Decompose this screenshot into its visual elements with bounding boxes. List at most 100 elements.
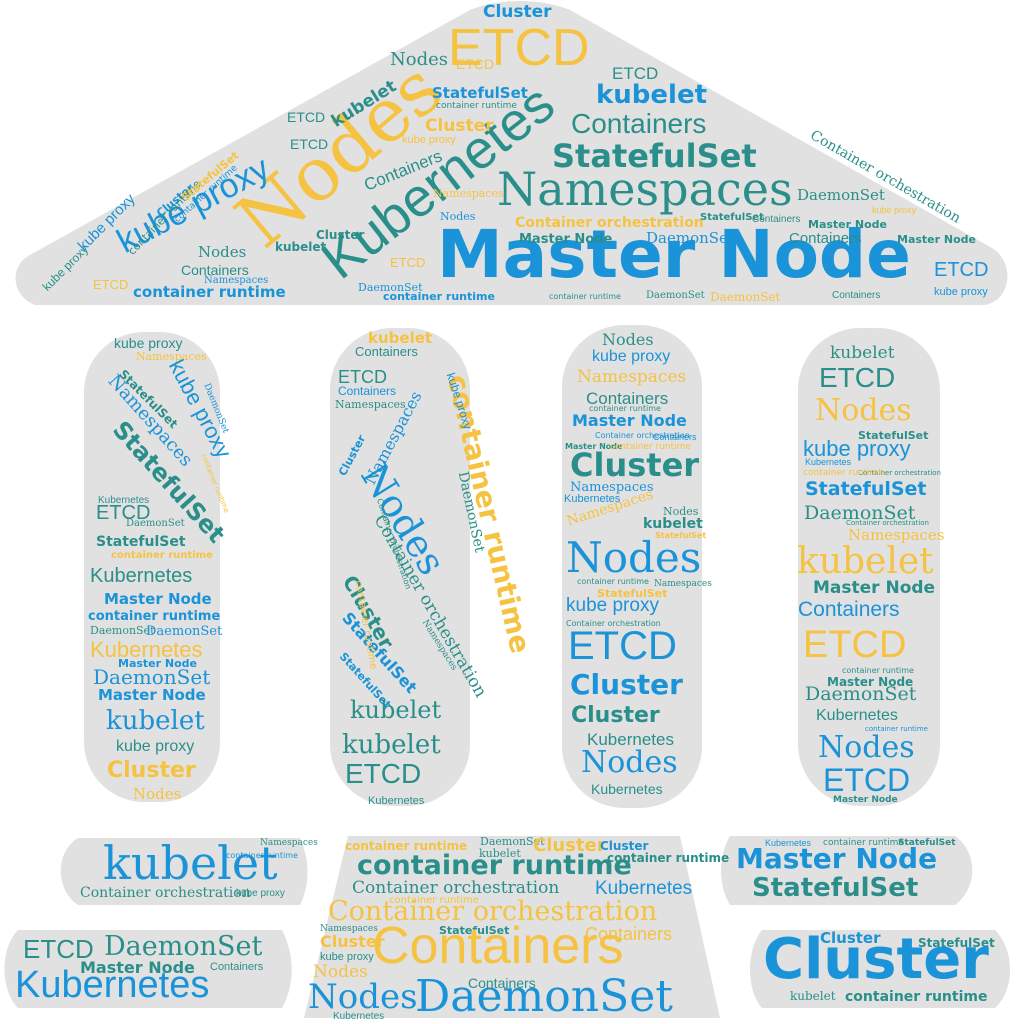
word-kubernetes: Kubernetes <box>816 707 898 724</box>
word-master-node: Master Node <box>736 842 938 875</box>
word-statefulset: StatefulSet <box>552 137 757 175</box>
word-container-runtime: container runtime <box>842 666 914 675</box>
word-namespaces: Namespaces <box>497 162 793 216</box>
word-nodes: Nodes <box>313 962 368 982</box>
word-kube-proxy: kube proxy <box>320 951 374 963</box>
column-4 <box>798 328 940 806</box>
word-kube-proxy: kube proxy <box>592 348 671 365</box>
word-etcd: ETCD <box>568 624 677 668</box>
word-container-orchestration: Container orchestration <box>515 215 704 231</box>
word-etcd: ETCD <box>287 109 326 125</box>
word-container-runtime: container runtime <box>133 283 286 301</box>
word-containers: Containers <box>210 961 264 973</box>
word-kubernetes: Kubernetes <box>765 838 812 848</box>
base-left-top <box>60 838 308 905</box>
word-cluster: Cluster <box>763 927 989 992</box>
word-cluster: Cluster <box>316 228 365 242</box>
word-container-orchestration: Container orchestration <box>80 885 251 901</box>
roof-shape <box>15 1 1008 305</box>
word-kubernetes: Kubernetes <box>564 493 621 505</box>
word-daemonset: DaemonSet <box>415 971 673 1022</box>
word-cluster: Cluster <box>483 2 552 22</box>
word-kubelet: kubelet <box>797 541 934 582</box>
word-kubelet: kubelet <box>350 696 442 724</box>
word-containers: Containers <box>789 230 862 247</box>
word-statefulset: StatefulSet <box>752 873 919 903</box>
word-statefulset: StatefulSet <box>858 429 929 442</box>
word-container-runtime: container runtime <box>549 292 621 301</box>
word-daemonset: DaemonSet <box>104 931 263 962</box>
word-daemonset: DaemonSet <box>646 229 734 247</box>
word-kube-proxy: kube proxy <box>803 436 911 461</box>
word-containers: Containers <box>372 917 624 975</box>
word-daemonset: DaemonSet <box>358 281 423 294</box>
word-statefulset: StatefulSet <box>655 531 707 540</box>
word-nodes: Nodes <box>566 533 702 582</box>
word-kubelet: kubelet <box>342 730 441 760</box>
word-kubernetes: Kubernetes <box>368 795 425 807</box>
base-center <box>304 836 720 1018</box>
word-nodes: Nodes <box>308 977 418 1017</box>
word-master-node: Master Node <box>118 657 197 670</box>
word-kube-proxy: kube proxy <box>116 738 195 755</box>
word-kube-proxy: kube proxy <box>934 286 988 298</box>
word-kubernetes: Kubernetes <box>587 730 674 749</box>
word-namespaces: Namespaces <box>848 526 945 544</box>
word-containers: Containers <box>653 432 697 442</box>
word-daemonset: DaemonSet <box>710 290 781 304</box>
word-kubelet: kubelet <box>596 80 708 110</box>
column-2 <box>330 328 470 806</box>
word-master-node: Master Node <box>437 216 911 293</box>
word-etcd: ETCD <box>448 19 590 77</box>
word-daemonset: DaemonSet <box>146 624 223 639</box>
word-namespaces: Namespaces <box>433 187 504 200</box>
base-right-top <box>721 836 973 905</box>
word-nodes: Nodes <box>198 243 247 261</box>
word-etcd: ETCD <box>290 136 329 152</box>
word-kubernetes: Kubernetes <box>591 781 663 797</box>
word-container-runtime: container runtime <box>823 838 904 848</box>
word-kube-proxy: kube proxy <box>872 205 917 215</box>
word-cluster: Cluster <box>533 835 606 856</box>
word-statefulset: StatefulSet <box>898 838 956 848</box>
base-right-bottom <box>750 930 1010 1008</box>
word-namespaces: Namespaces <box>320 924 378 934</box>
word-master-node: Master Node <box>827 675 914 689</box>
column-3 <box>562 325 702 808</box>
word-containers: Containers <box>181 262 249 278</box>
word-kubernetes: Kubernetes <box>90 565 193 587</box>
word-containers: Containers <box>798 598 900 621</box>
word-statefulset: StatefulSet <box>439 924 510 937</box>
word-master-node: Master Node <box>98 686 206 704</box>
word-container-runtime: container runtime <box>226 851 298 860</box>
word-kubelet: kubelet <box>479 847 521 860</box>
word-cluster: Cluster <box>320 932 385 951</box>
word-nodes: Nodes <box>390 49 448 70</box>
word-container-runtime: container runtime <box>88 609 221 624</box>
word-master-node: Master Node <box>104 590 212 608</box>
word-statefulset: StatefulSet <box>700 212 764 223</box>
word-namespaces: Namespaces <box>654 579 712 589</box>
word-kubelet: kubelet <box>643 516 703 532</box>
word-kube-proxy: kube proxy <box>114 335 183 351</box>
word-etcd: ETCD <box>803 624 907 666</box>
word-kube-proxy: kube proxy <box>402 134 456 146</box>
word-kubernetes: Kubernetes <box>333 1011 385 1022</box>
word-daemonset: DaemonSet <box>797 186 885 204</box>
word-etcd: ETCD <box>819 362 896 393</box>
word-daemonset: DaemonSet <box>90 624 155 637</box>
word-container-runtime: container runtime <box>607 851 730 865</box>
word-statefulset: StatefulSet <box>432 84 528 102</box>
word-etcd: ETCD <box>96 502 151 524</box>
word-namespaces: Namespaces <box>577 367 687 387</box>
word-statefulset: StatefulSet <box>597 587 668 600</box>
word-cluster: Cluster <box>600 839 649 853</box>
word-daemonset: DaemonSet <box>93 665 211 689</box>
word-etcd: ETCD <box>612 64 659 83</box>
word-container-runtime: container runtime <box>389 895 479 906</box>
word-containers: Containers <box>571 108 707 139</box>
word-nodes: Nodes <box>818 730 915 765</box>
base-left-bottom <box>4 930 292 1008</box>
word-namespaces: Namespaces <box>570 480 654 495</box>
